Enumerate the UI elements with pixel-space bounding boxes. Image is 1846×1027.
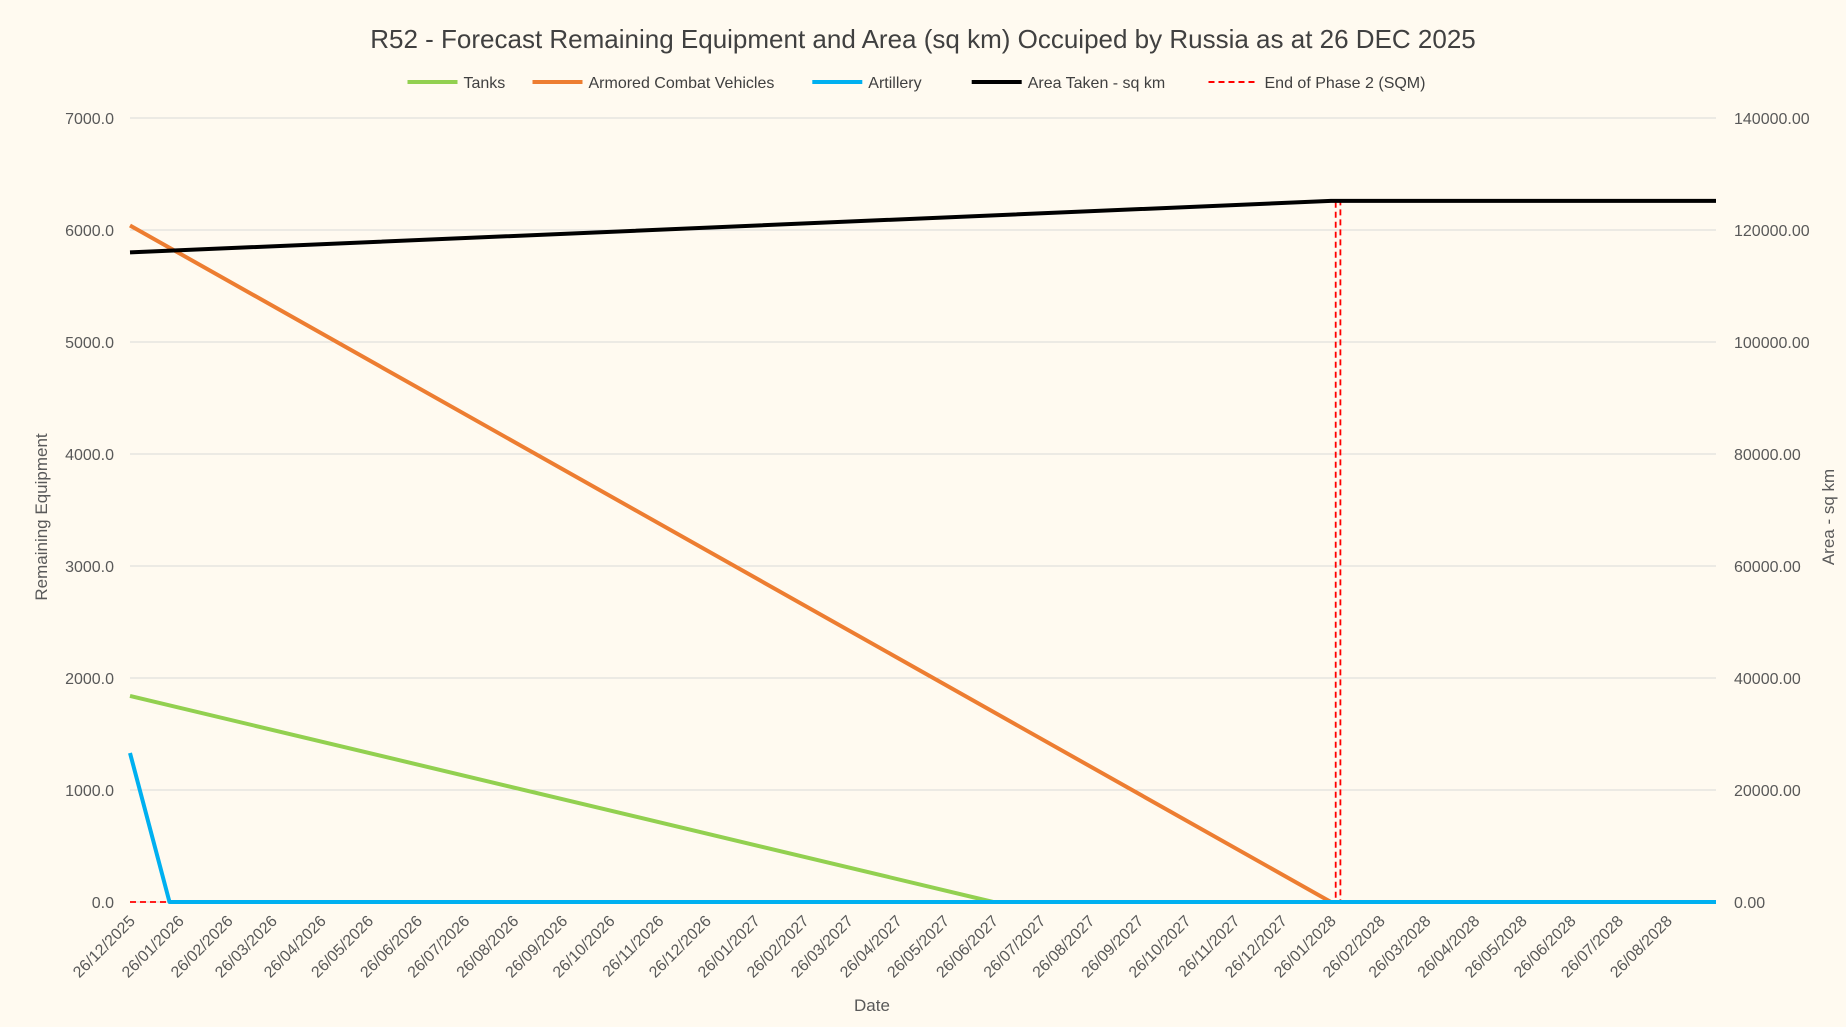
legend-label: Artillery [868, 75, 921, 92]
legend-label: Tanks [464, 75, 506, 92]
chart-title: R52 - Forecast Remaining Equipment and A… [370, 24, 1476, 54]
y-tick-label: 7000.0 [65, 111, 114, 128]
series-line-tanks [129, 693, 1716, 904]
legend-label: End of Phase 2 (SQM) [1265, 75, 1426, 92]
y2-tick-label: 0.00 [1734, 895, 1765, 912]
legend-label: Area Taken - sq km [1028, 75, 1166, 92]
y-tick-label: 6000.0 [65, 223, 114, 240]
y-tick-label: 5000.0 [65, 335, 114, 352]
y2-tick-label: 120000.00 [1734, 223, 1810, 240]
y-tick-label: 1000.0 [65, 783, 114, 800]
y-tick-label: 3000.0 [65, 559, 114, 576]
y-tick-label: 0.0 [92, 895, 114, 912]
y-axis-left-ticks: 0.0 1000.0 2000.0 3000.0 4000.0 5000.0 6000.0 7… [65, 111, 114, 912]
series-line-end-of-phase-2-sqm [130, 199, 1716, 903]
y-tick-label: 2000.0 [65, 671, 114, 688]
y-axis-right-title: Area - sq km [1819, 469, 1838, 565]
gridlines [130, 117, 1716, 903]
series-lines [128, 198, 1716, 904]
y2-tick-label: 100000.00 [1734, 335, 1810, 352]
y-axis-left-title: Remaining Equipment [32, 433, 51, 601]
y2-tick-label: 60000.00 [1734, 559, 1801, 576]
series-line-area-taken-sq-km [129, 198, 1716, 255]
x-axis-title: Date [854, 996, 890, 1015]
x-axis-ticks: 26/12/202526/01/202626/02/202626/03/2026… [70, 913, 1676, 982]
series-line-artillery [128, 752, 1716, 904]
y2-tick-label: 80000.00 [1734, 447, 1801, 464]
legend: Tanks Armored Combat Vehicles Artillery Are… [407, 75, 1426, 92]
legend-label: Armored Combat Vehicles [589, 75, 775, 92]
y-tick-label: 4000.0 [65, 447, 114, 464]
y2-tick-label: 20000.00 [1734, 783, 1801, 800]
y-axis-right-ticks: 0.00 20000.00 40000.00 60000.00 80000.00 1000… [1734, 111, 1810, 912]
y2-tick-label: 140000.00 [1734, 111, 1810, 128]
y2-tick-label: 40000.00 [1734, 671, 1801, 688]
series-line-armored-combat-vehicles [129, 223, 1716, 904]
